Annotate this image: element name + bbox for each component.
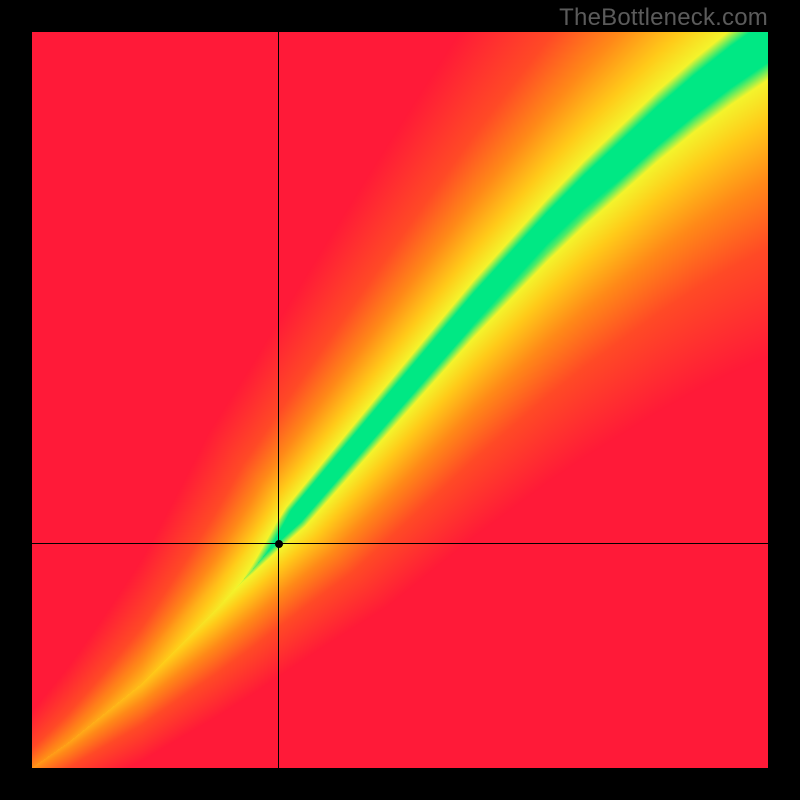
heatmap-canvas: [32, 32, 768, 768]
selected-point-marker: [275, 540, 283, 548]
outer-frame: TheBottleneck.com: [0, 0, 800, 800]
watermark-text: TheBottleneck.com: [559, 4, 768, 32]
crosshair-horizontal: [32, 543, 768, 544]
crosshair-vertical: [278, 32, 279, 768]
bottleneck-heatmap: [32, 32, 768, 768]
